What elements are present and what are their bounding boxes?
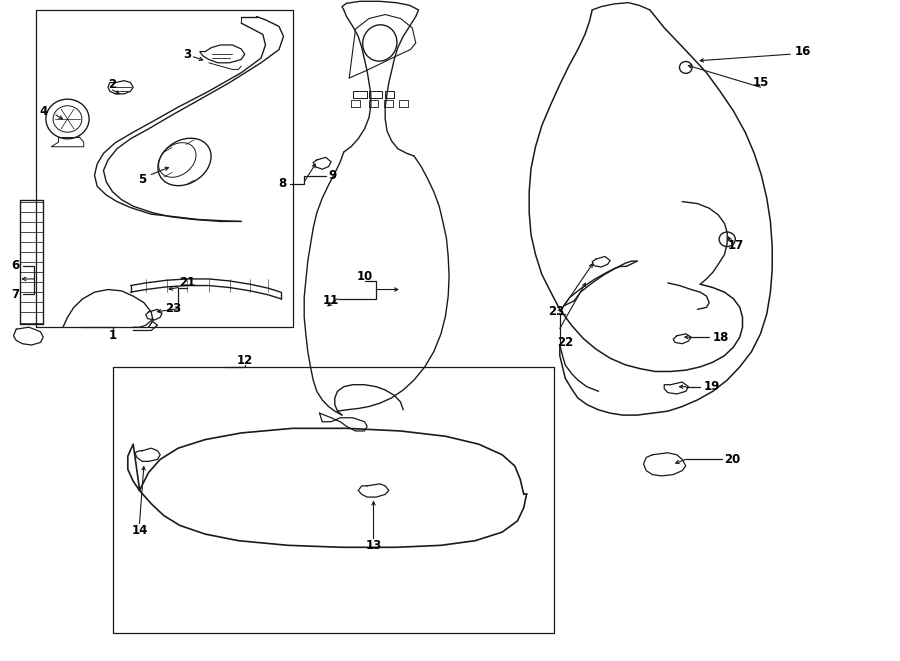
Text: 23: 23: [165, 302, 181, 315]
Text: 6: 6: [12, 259, 20, 272]
Text: 8: 8: [278, 177, 286, 190]
Text: 16: 16: [795, 45, 811, 58]
Text: 14: 14: [131, 524, 148, 537]
Text: 20: 20: [724, 453, 741, 466]
Text: 21: 21: [179, 276, 195, 290]
Text: 22: 22: [557, 336, 573, 349]
Text: 11: 11: [323, 294, 339, 307]
Text: 3: 3: [183, 48, 192, 61]
Text: 10: 10: [356, 270, 373, 283]
Text: 7: 7: [12, 288, 20, 301]
Text: 18: 18: [713, 330, 729, 344]
Text: 12: 12: [237, 354, 253, 367]
Text: 13: 13: [365, 539, 382, 552]
Text: 2: 2: [108, 78, 117, 91]
Text: 1: 1: [108, 329, 117, 342]
Text: 9: 9: [328, 169, 337, 182]
Text: 4: 4: [39, 104, 48, 118]
Text: 23: 23: [548, 305, 564, 319]
Text: 15: 15: [752, 76, 769, 89]
Text: 17: 17: [728, 239, 744, 253]
Text: 19: 19: [704, 380, 720, 393]
Text: 5: 5: [138, 173, 147, 186]
